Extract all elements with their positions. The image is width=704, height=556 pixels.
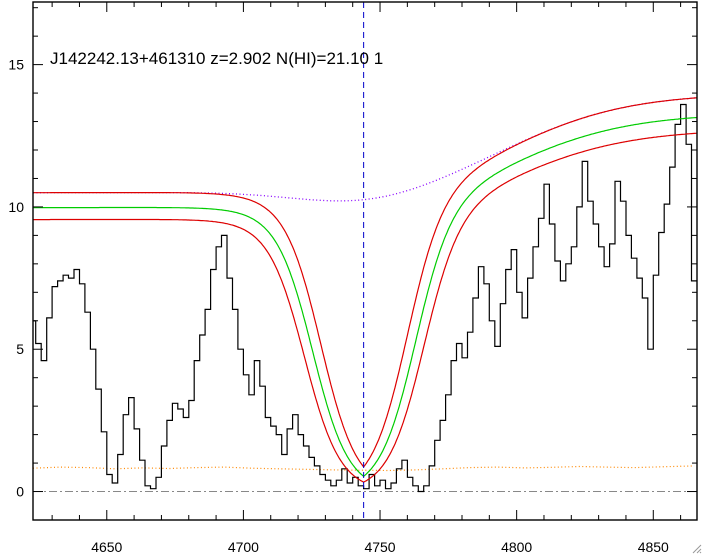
- axis-layer: 4650 4700 4750 4800 4850 0 5 10 15: [8, 2, 697, 555]
- x-tick-label: 4750: [364, 539, 395, 555]
- y-tick-label: 5: [16, 341, 24, 357]
- voigt-fit-line: [33, 116, 697, 478]
- x-tick-label: 4850: [638, 539, 669, 555]
- error-spectrum-line: [33, 465, 695, 472]
- plot-frame: [32, 1, 698, 521]
- resize-grip-icon[interactable]: [690, 542, 702, 554]
- y-tick-label: 10: [8, 199, 24, 215]
- fit-upper-bound-line: [33, 97, 697, 468]
- y-tick-label: 15: [8, 57, 24, 73]
- series-layer: [33, 2, 697, 520]
- y-tick-label: 0: [16, 484, 24, 500]
- fit-lower-bound-line: [33, 132, 697, 483]
- chart-title: J142242.13+461310 z=2.902 N(HI)=21.10 1: [50, 49, 383, 68]
- x-tick-label: 4650: [91, 539, 122, 555]
- x-tick-label: 4800: [501, 539, 532, 555]
- x-tick-label: 4700: [228, 539, 259, 555]
